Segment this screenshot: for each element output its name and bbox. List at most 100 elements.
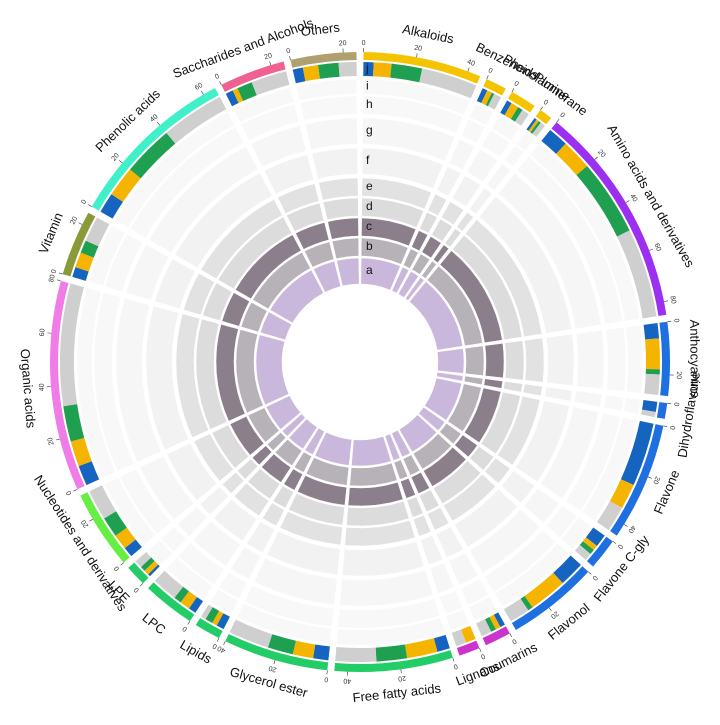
- tick-label: 0: [181, 624, 188, 632]
- sector-label: Organic acids: [17, 348, 38, 429]
- tick-mark: [557, 119, 560, 122]
- tick-label: 20: [264, 52, 274, 61]
- track-background: [350, 463, 397, 486]
- track-background: [256, 335, 289, 405]
- track-background: [523, 384, 542, 396]
- track-background: [574, 391, 602, 407]
- track-j-segment: [644, 374, 659, 395]
- track-background: [440, 591, 463, 614]
- track-background: [428, 194, 447, 215]
- tick-label: 80: [668, 295, 676, 304]
- track-background: [351, 436, 391, 466]
- track-background: [437, 348, 464, 373]
- tick-mark: [667, 321, 671, 322]
- sector-label: Vitamin: [36, 210, 66, 256]
- track-label: g: [366, 123, 373, 137]
- track-background: [464, 376, 483, 385]
- tick-label: 0: [212, 642, 219, 650]
- track-background: [300, 96, 357, 120]
- track-label: e: [366, 179, 373, 193]
- track-background: [626, 325, 643, 393]
- track-j-segment: [644, 323, 659, 339]
- tick-label: 40: [626, 524, 636, 534]
- tick-mark: [613, 541, 616, 543]
- track-background: [413, 515, 431, 536]
- track-background: [465, 346, 484, 376]
- track-background: [504, 146, 524, 167]
- tick-label: 0: [452, 662, 458, 670]
- track-background: [332, 238, 359, 259]
- track-j-segment: [390, 64, 422, 83]
- track-j-segment: [339, 62, 357, 77]
- track-background: [576, 330, 604, 389]
- tick-label: 60: [194, 82, 204, 92]
- tick-label: 20: [549, 609, 560, 619]
- tick-mark: [89, 519, 92, 521]
- tick-mark: [648, 477, 652, 478]
- track-background: [545, 387, 572, 401]
- track-background: [337, 258, 359, 286]
- tick-mark: [417, 53, 418, 57]
- tick-mark: [624, 524, 627, 526]
- tick-label: 0: [51, 269, 59, 275]
- sector-band: [659, 322, 670, 396]
- tick-label: 0: [80, 199, 88, 206]
- tick-label: 20: [70, 216, 80, 226]
- track-background: [504, 381, 523, 392]
- tick-label: 40: [149, 113, 160, 123]
- track-j-segment: [303, 65, 320, 81]
- track-background: [623, 398, 640, 414]
- track-background: [484, 379, 503, 389]
- tick-label: 40: [628, 193, 638, 203]
- tick-label: 0: [668, 425, 676, 430]
- tick-label: 0: [324, 675, 329, 682]
- track-background: [604, 395, 624, 411]
- tick-mark: [595, 157, 598, 160]
- track-label: i: [366, 79, 369, 93]
- tick-label: 0: [113, 564, 121, 572]
- tick-label: 20: [398, 674, 407, 682]
- tick-mark: [157, 122, 160, 125]
- tick-mark: [649, 249, 653, 250]
- track-background: [485, 343, 504, 378]
- track-background: [263, 503, 285, 526]
- track-background: [328, 218, 359, 239]
- track-background: [427, 507, 448, 530]
- track-background: [312, 148, 358, 179]
- tick-mark: [401, 669, 402, 673]
- tick-label: 20: [47, 436, 56, 445]
- tick-mark: [540, 107, 542, 110]
- tick-mark: [201, 91, 203, 94]
- track-background: [319, 178, 358, 200]
- tick-label: 0: [616, 543, 624, 550]
- tick-mark: [588, 572, 591, 575]
- track-background: [407, 497, 423, 518]
- tick-label: 20: [414, 45, 423, 53]
- track-background: [430, 563, 454, 593]
- tick-label: 0: [558, 112, 566, 120]
- tick-mark: [468, 68, 469, 72]
- tick-label: 0: [672, 402, 679, 407]
- track-background: [546, 334, 574, 385]
- tick-label: 20: [111, 152, 121, 163]
- tick-mark: [224, 641, 226, 645]
- tick-mark: [549, 608, 551, 611]
- tick-mark: [121, 563, 124, 566]
- tick-label: 80: [48, 274, 57, 283]
- tick-mark: [217, 638, 219, 642]
- track-j-segment: [313, 644, 330, 660]
- sector-label: Free fatty acids: [352, 680, 442, 705]
- tick-label: 0: [65, 490, 73, 497]
- tick-mark: [79, 223, 83, 225]
- tick-label: 20: [268, 664, 278, 673]
- tick-mark: [119, 160, 122, 163]
- tick-mark: [667, 403, 671, 404]
- track-background: [323, 198, 358, 220]
- track-j-segment: [646, 369, 660, 374]
- tick-label: 20: [675, 371, 682, 379]
- track-j-segment: [318, 63, 340, 79]
- sector-label: Flavonol: [545, 600, 593, 643]
- tick-label: 0: [487, 67, 494, 75]
- track-j-segment: [373, 62, 392, 77]
- track-background: [305, 118, 357, 150]
